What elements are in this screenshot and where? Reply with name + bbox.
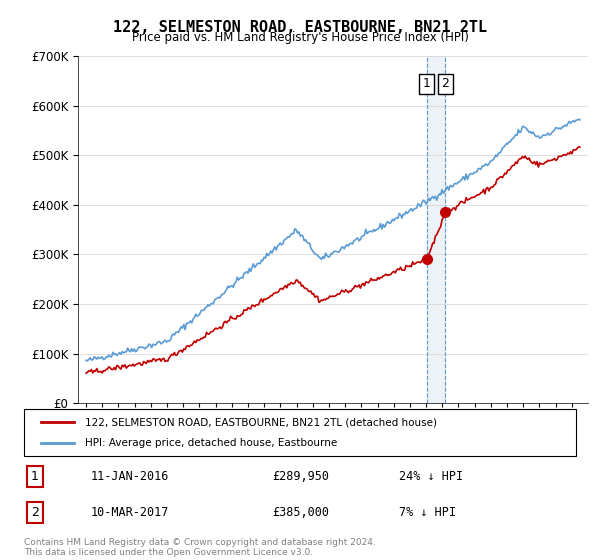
Text: 24% ↓ HPI: 24% ↓ HPI bbox=[400, 470, 463, 483]
FancyBboxPatch shape bbox=[24, 409, 576, 456]
Text: 122, SELMESTON ROAD, EASTBOURNE, BN21 2TL (detached house): 122, SELMESTON ROAD, EASTBOURNE, BN21 2T… bbox=[85, 417, 437, 427]
Text: 122, SELMESTON ROAD, EASTBOURNE, BN21 2TL: 122, SELMESTON ROAD, EASTBOURNE, BN21 2T… bbox=[113, 20, 487, 35]
Text: 1: 1 bbox=[31, 470, 39, 483]
Text: 7% ↓ HPI: 7% ↓ HPI bbox=[400, 506, 457, 519]
Text: Price paid vs. HM Land Registry's House Price Index (HPI): Price paid vs. HM Land Registry's House … bbox=[131, 31, 469, 44]
Text: 1: 1 bbox=[422, 77, 431, 90]
Text: 10-MAR-2017: 10-MAR-2017 bbox=[90, 506, 169, 519]
Text: £289,950: £289,950 bbox=[272, 470, 329, 483]
Text: Contains HM Land Registry data © Crown copyright and database right 2024.
This d: Contains HM Land Registry data © Crown c… bbox=[24, 538, 376, 557]
Text: £385,000: £385,000 bbox=[272, 506, 329, 519]
Text: HPI: Average price, detached house, Eastbourne: HPI: Average price, detached house, East… bbox=[85, 438, 337, 448]
Text: 2: 2 bbox=[31, 506, 39, 519]
Text: 2: 2 bbox=[442, 77, 449, 90]
Text: 11-JAN-2016: 11-JAN-2016 bbox=[90, 470, 169, 483]
